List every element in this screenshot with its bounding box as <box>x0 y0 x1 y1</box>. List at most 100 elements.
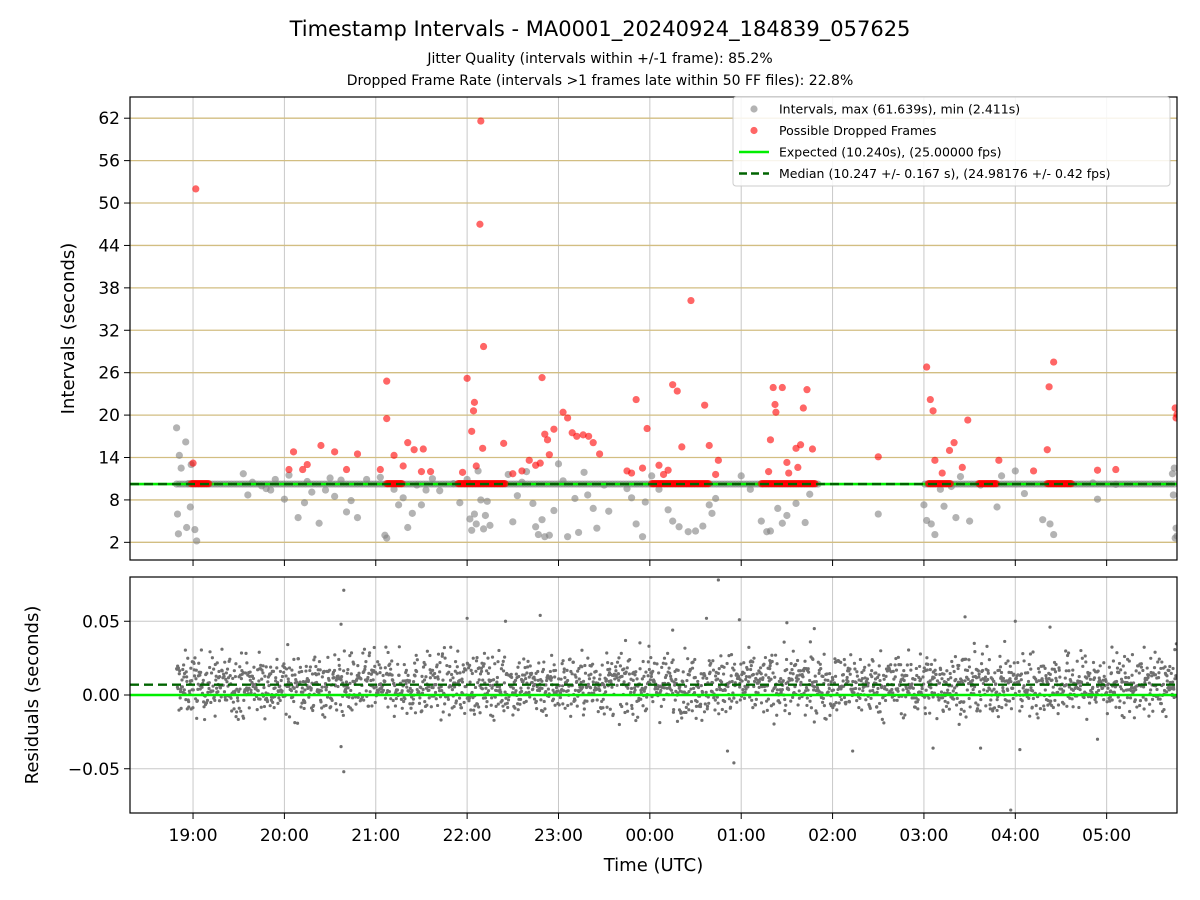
interval-point <box>534 530 542 539</box>
residual-point <box>938 672 942 677</box>
residual-point <box>634 670 638 674</box>
residual-point <box>1028 652 1033 656</box>
residual-point <box>503 690 507 694</box>
residual-point <box>582 707 586 711</box>
residual-point <box>560 684 565 688</box>
residual-point <box>1050 678 1054 682</box>
residual-point <box>344 680 349 684</box>
residual-point <box>570 672 574 676</box>
residual-point <box>847 700 852 704</box>
residual-point <box>980 668 985 673</box>
residual-point <box>679 711 684 715</box>
residual-point <box>1153 673 1158 677</box>
residual-point <box>1026 671 1030 675</box>
residual-point <box>1150 697 1155 702</box>
residual-point <box>491 678 496 682</box>
residual-point <box>689 687 693 691</box>
residual-point <box>846 679 850 684</box>
residual-point <box>225 698 229 702</box>
residual-point <box>460 680 465 684</box>
residual-point <box>713 708 717 712</box>
residual-point <box>1123 671 1127 675</box>
residual-point <box>912 696 916 700</box>
residual-point <box>798 673 802 677</box>
interval-point <box>648 472 656 480</box>
residual-point <box>350 708 354 712</box>
residual-point <box>304 669 308 673</box>
residual-point <box>1049 699 1053 703</box>
residual-point <box>407 679 412 683</box>
residual-point <box>304 664 308 668</box>
residual-point <box>1017 680 1021 684</box>
residual-point <box>849 653 853 657</box>
residual-point <box>860 670 864 674</box>
residual-point <box>421 665 426 669</box>
residual-point <box>472 712 477 716</box>
interval-point <box>483 497 491 505</box>
residual-point <box>808 640 812 644</box>
residual-point <box>418 696 422 700</box>
residual-point <box>633 688 637 692</box>
residual-point <box>485 700 489 704</box>
residual-point <box>402 699 406 704</box>
residual-point <box>821 696 825 700</box>
residual-point <box>786 680 790 684</box>
residual-point <box>463 711 467 716</box>
top-ytick-label: 2 <box>109 533 120 553</box>
residual-point <box>865 677 870 681</box>
residual-point <box>1149 656 1153 660</box>
residual-point <box>485 669 489 673</box>
residual-point <box>433 690 438 695</box>
residual-point <box>271 669 276 673</box>
residual-point <box>598 677 602 681</box>
dropped-frame-point <box>664 466 672 474</box>
residual-point <box>452 685 457 689</box>
residual-point <box>394 696 398 701</box>
residual-point <box>461 663 465 667</box>
residual-point <box>973 650 977 654</box>
residual-point <box>1057 666 1061 670</box>
residual-point <box>449 645 453 649</box>
dropped-frame-point <box>632 395 640 404</box>
residual-point <box>276 701 280 705</box>
dropped-frame-point <box>958 463 966 471</box>
residual-point <box>430 668 435 672</box>
interval-point <box>1011 467 1019 475</box>
residual-point <box>284 674 288 678</box>
residual-point <box>428 668 432 672</box>
residual-point <box>729 653 734 657</box>
residual-point <box>732 668 736 672</box>
residual-point <box>239 651 244 655</box>
residual-point <box>197 661 201 665</box>
residual-point <box>516 708 520 712</box>
dropped-frame-point <box>938 469 946 477</box>
residual-point <box>325 695 330 699</box>
residual-point <box>822 652 826 656</box>
residual-point <box>784 703 788 707</box>
residual-point <box>509 672 513 676</box>
residual-point <box>424 675 428 679</box>
residual-point <box>967 665 972 669</box>
residual-point <box>1155 687 1159 692</box>
residual-point <box>257 650 261 654</box>
residual-point <box>458 702 462 707</box>
residual-point <box>1151 709 1155 713</box>
residual-point <box>744 687 748 691</box>
residual-point <box>681 680 685 684</box>
residual-point <box>768 664 772 668</box>
residual-point <box>1121 664 1125 668</box>
residual-point <box>935 679 940 683</box>
residual-point <box>191 706 195 710</box>
residual-point <box>344 690 348 694</box>
residual-point <box>434 697 438 701</box>
residual-point <box>812 720 816 724</box>
residual-point <box>349 688 353 693</box>
residual-point <box>1137 671 1141 675</box>
residual-point <box>185 675 189 679</box>
residual-point <box>236 699 240 703</box>
residual-point <box>259 663 263 667</box>
residual-point <box>586 682 590 686</box>
residual-point <box>752 679 757 684</box>
residual-point <box>438 670 442 674</box>
residual-point <box>337 657 341 662</box>
